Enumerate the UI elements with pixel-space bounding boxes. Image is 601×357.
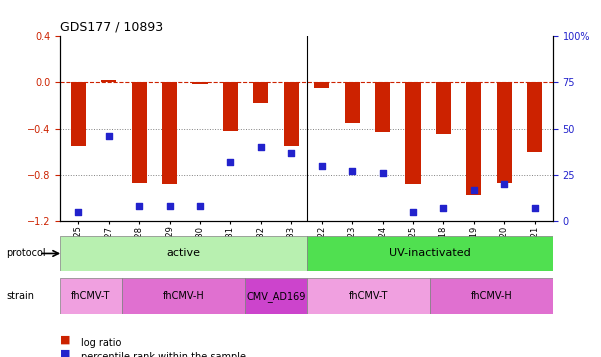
Point: [287, 150, 296, 156]
Point: [195, 203, 205, 209]
Text: log ratio: log ratio: [81, 338, 121, 348]
Text: strain: strain: [6, 291, 34, 301]
Text: percentile rank within the sample: percentile rank within the sample: [81, 352, 246, 357]
FancyBboxPatch shape: [307, 278, 430, 314]
FancyBboxPatch shape: [60, 236, 307, 271]
Bar: [527, 82, 542, 152]
Point: [317, 163, 326, 169]
Bar: [466, 82, 481, 195]
Bar: [223, 82, 238, 131]
Point: [256, 144, 266, 150]
Bar: [496, 82, 512, 183]
Bar: [344, 82, 360, 123]
Text: ■: ■: [60, 335, 70, 345]
Point: [408, 209, 418, 215]
Text: ■: ■: [60, 349, 70, 357]
Text: fhCMV-T: fhCMV-T: [71, 291, 111, 301]
Bar: [284, 82, 299, 146]
Bar: [436, 82, 451, 134]
Point: [347, 169, 357, 174]
Bar: [314, 82, 329, 88]
Text: GDS177 / 10893: GDS177 / 10893: [60, 20, 163, 33]
Bar: [406, 82, 421, 184]
Point: [225, 159, 235, 165]
Point: [165, 203, 174, 209]
Bar: [253, 82, 269, 103]
Text: active: active: [166, 248, 200, 258]
FancyBboxPatch shape: [60, 278, 121, 314]
Point: [135, 203, 144, 209]
FancyBboxPatch shape: [307, 236, 553, 271]
Point: [469, 187, 478, 193]
FancyBboxPatch shape: [430, 278, 553, 314]
Point: [73, 209, 83, 215]
Point: [530, 206, 540, 211]
Bar: [375, 82, 390, 132]
FancyBboxPatch shape: [245, 278, 307, 314]
Point: [439, 206, 448, 211]
Bar: [132, 82, 147, 183]
Text: fhCMV-H: fhCMV-H: [471, 291, 512, 301]
Text: fhCMV-H: fhCMV-H: [162, 291, 204, 301]
Text: CMV_AD169: CMV_AD169: [246, 291, 305, 302]
Point: [104, 133, 114, 139]
Bar: [192, 82, 207, 84]
Point: [499, 181, 509, 187]
Bar: [101, 80, 117, 82]
Bar: [71, 82, 86, 146]
Text: protocol: protocol: [6, 248, 46, 258]
Text: fhCMV-T: fhCMV-T: [349, 291, 388, 301]
Text: UV-inactivated: UV-inactivated: [389, 248, 471, 258]
Bar: [162, 82, 177, 184]
Point: [378, 170, 388, 176]
FancyBboxPatch shape: [121, 278, 245, 314]
